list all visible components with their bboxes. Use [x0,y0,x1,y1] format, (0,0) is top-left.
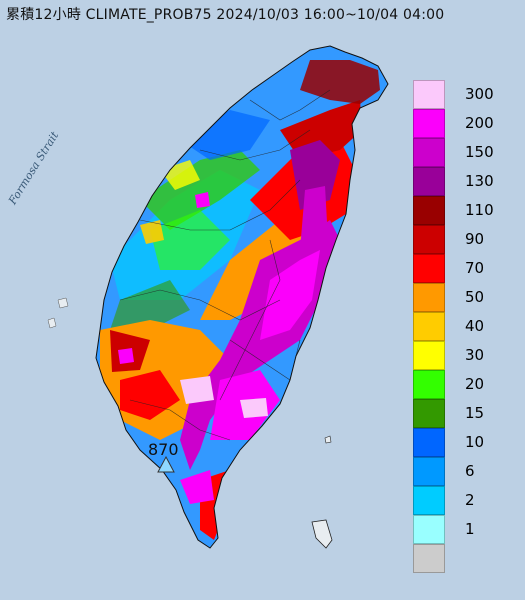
legend-label: 6 [465,462,475,480]
legend-label: 50 [465,288,485,306]
legend-swatch [413,428,445,457]
legend-label: 2 [465,491,475,509]
legend-swatch [413,370,445,399]
penghu-islands [47,297,69,329]
legend-label: 10 [465,433,485,451]
east-island-a [311,519,333,549]
legend-swatch [413,109,445,138]
legend-label: 70 [465,259,485,277]
east-island-b [324,435,332,444]
legend-label: 200 [465,114,494,132]
max-rainfall-marker-icon [157,455,175,473]
legend-label: 130 [465,172,494,190]
map-title: 累積12小時 CLIMATE_PROB75 2024/10/03 16:00~1… [6,7,445,23]
legend-swatch [413,196,445,225]
legend-swatch [413,254,445,283]
legend-label: 40 [465,317,485,335]
legend-label: 90 [465,230,485,248]
legend-swatch [413,225,445,254]
legend-label: 300 [465,85,494,103]
legend-swatch [413,138,445,167]
legend-swatch [413,80,445,109]
legend-swatch [413,457,445,486]
legend-swatch [413,283,445,312]
legend-swatch [413,486,445,515]
legend: 300 200 150 130 110 90 70 50 40 30 20 15 10 6 2 1 [413,80,503,573]
max-rainfall-label: 870 [148,440,179,459]
legend-label: 150 [465,143,494,161]
legend-swatch [413,312,445,341]
legend-label: 1 [465,520,475,538]
legend-label: 20 [465,375,485,393]
legend-swatch [413,399,445,428]
legend-label: 30 [465,346,485,364]
legend-label: 110 [465,201,494,219]
legend-swatch [413,167,445,196]
legend-swatch [413,544,445,573]
legend-swatch [413,341,445,370]
legend-swatch [413,515,445,544]
legend-label: 15 [465,404,485,422]
